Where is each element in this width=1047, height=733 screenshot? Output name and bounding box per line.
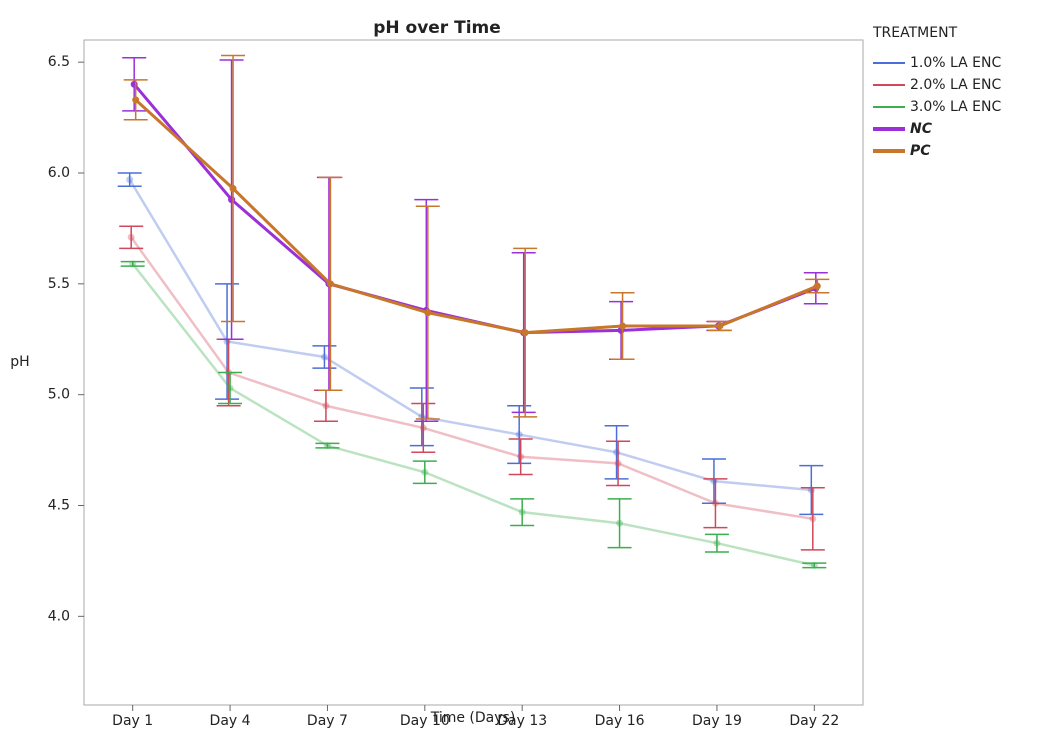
data-point [716,322,724,330]
error-bar [507,405,532,465]
data-point [326,280,334,288]
error-bar [218,371,243,405]
data-point [322,402,330,410]
data-point [521,329,529,337]
error-bar [703,478,728,529]
series-line [131,263,815,567]
legend-label: 1.0% LA ENC [910,55,1001,71]
legend-label: PC [910,143,931,159]
x-tick-label: Day 7 [307,713,348,729]
error-bar [412,460,437,485]
data-point [619,322,627,330]
x-tick-label: Day 4 [210,713,251,729]
data-point [518,508,526,516]
y-axis-label: pH [10,354,29,370]
data-point [517,453,525,461]
data-point [809,515,817,523]
data-point [616,519,624,527]
data-point [132,96,140,104]
chart-title: pH over Time [373,18,501,38]
error-bar [606,440,631,487]
data-point [424,309,432,317]
error-bar [409,387,434,447]
data-point [226,384,234,392]
error-bar [701,458,726,505]
y-tick-label: 5.0 [48,387,70,403]
x-tick-label: Day 13 [497,713,547,729]
error-bar [800,487,825,551]
error-bar [607,498,632,549]
y-tick-label: 6.0 [48,165,70,181]
data-point [810,561,818,569]
data-point [614,459,622,467]
legend-label: 2.0% LA ENC [910,77,1001,93]
legend-title: TREATMENT [872,25,958,41]
error-bar [120,260,145,267]
error-bar [802,562,827,569]
data-point [229,185,237,193]
x-axis-label: Time (Days) [430,710,516,726]
x-tick-label: Day 22 [789,713,839,729]
error-bar [510,498,535,527]
y-tick-label: 4.5 [48,498,70,514]
plot-frame [83,39,864,706]
x-tick-label: Day 16 [595,713,645,729]
data-point [228,196,236,204]
error-bar [117,172,142,188]
legend-label: 3.0% LA ENC [910,99,1001,115]
x-tick-label: Day 19 [692,713,742,729]
x-tick-label: Day 1 [112,713,153,729]
y-tick-label: 6.5 [48,54,70,70]
error-bar [704,533,729,553]
data-point [129,260,137,268]
data-point [323,442,331,450]
error-bar [215,283,240,400]
error-bar [315,442,340,449]
error-bar [411,402,436,454]
error-bar [312,345,337,369]
error-bar [799,464,824,516]
data-point [126,176,134,184]
series-line [128,179,812,492]
data-point [813,282,821,290]
data-point [515,431,523,439]
series-line [134,98,818,335]
data-point [713,539,721,547]
data-point [421,468,429,476]
x-tick-label: Day 10 [400,713,450,729]
error-bar [119,225,144,250]
data-point [320,353,328,361]
data-point [613,448,621,456]
y-tick-label: 5.5 [48,276,70,292]
data-point [127,233,135,241]
error-bar [604,424,629,480]
data-point [419,424,427,432]
legend-label: NC [910,121,933,137]
y-tick-label: 4.0 [48,608,70,624]
error-bar [508,438,533,476]
series-line [130,236,814,521]
data-point [130,80,138,88]
data-point [711,499,719,507]
